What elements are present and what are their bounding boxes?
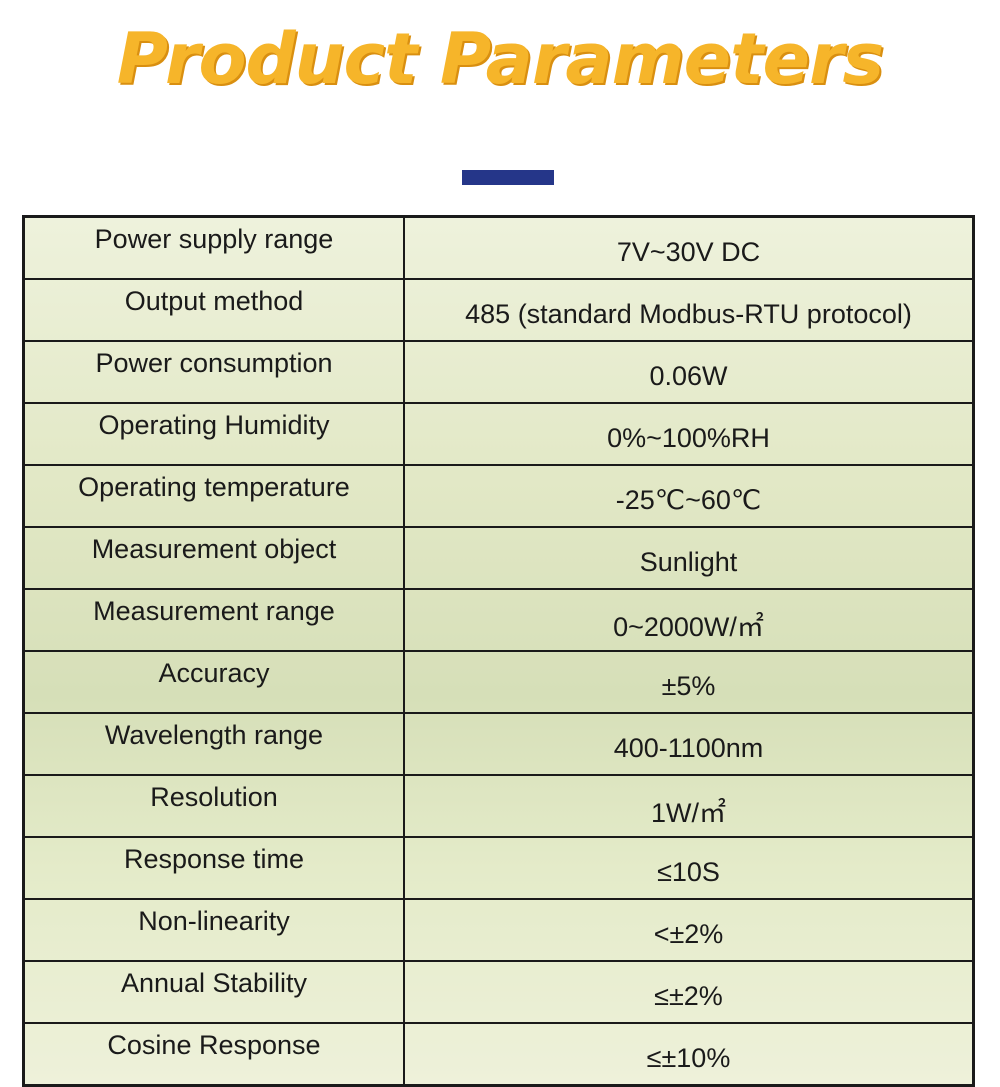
table-row: Accuracy ±5% — [22, 650, 975, 714]
parameter-value: Sunlight — [403, 526, 975, 590]
parameter-value: 485 (standard Modbus-RTU protocol) — [403, 278, 975, 342]
parameter-table: Power supply range 7V~30V DC Output method… — [22, 215, 975, 1087]
parameter-name: Operating Humidity — [22, 402, 405, 466]
parameter-value: 7V~30V DC — [403, 215, 975, 280]
parameter-name: Power consumption — [22, 340, 405, 404]
parameter-value: ≤10S — [403, 836, 975, 900]
parameter-name: Accuracy — [22, 650, 405, 714]
parameter-name: Output method — [22, 278, 405, 342]
table-row: Operating temperature -25℃~60℃ — [22, 464, 975, 528]
table-row: Measurement range 0~2000W/㎡ — [22, 588, 975, 652]
parameter-value: ≤±10% — [403, 1022, 975, 1087]
parameter-name: Power supply range — [22, 215, 405, 280]
table-row: Response time ≤10S — [22, 836, 975, 900]
parameter-value: 0%~100%RH — [403, 402, 975, 466]
table-row: Wavelength range 400-1100nm — [22, 712, 975, 776]
parameter-value: -25℃~60℃ — [403, 464, 975, 528]
table-row: Annual Stability ≤±2% — [22, 960, 975, 1024]
parameter-value: <±2% — [403, 898, 975, 962]
parameter-value: ±5% — [403, 650, 975, 714]
parameter-name: Operating temperature — [22, 464, 405, 528]
title-underline — [462, 170, 554, 185]
page-title: Product Parameters — [116, 18, 884, 100]
parameter-value: 1W/㎡ — [403, 774, 975, 838]
page: Product Parameters Power supply range 7V~… — [22, 18, 975, 1087]
parameter-name: Cosine Response — [22, 1022, 405, 1087]
table-row: Output method 485 (standard Modbus-RTU pr… — [22, 278, 975, 342]
table-row: Resolution 1W/㎡ — [22, 774, 975, 838]
parameter-name: Measurement range — [22, 588, 405, 652]
parameter-value: 0~2000W/㎡ — [403, 588, 975, 652]
parameter-name: Wavelength range — [22, 712, 405, 776]
parameter-name: Resolution — [22, 774, 405, 838]
parameter-value: 0.06W — [403, 340, 975, 404]
parameter-name: Response time — [22, 836, 405, 900]
table-row: Non-linearity <±2% — [22, 898, 975, 962]
parameter-name: Non-linearity — [22, 898, 405, 962]
parameter-name: Measurement object — [22, 526, 405, 590]
parameter-name: Annual Stability — [22, 960, 405, 1024]
parameter-value: 400-1100nm — [403, 712, 975, 776]
table-row: Operating Humidity 0%~100%RH — [22, 402, 975, 466]
table-row: Measurement object Sunlight — [22, 526, 975, 590]
parameter-value: ≤±2% — [403, 960, 975, 1024]
table-row: Power consumption 0.06W — [22, 340, 975, 404]
table-row: Power supply range 7V~30V DC — [22, 215, 975, 280]
table-row: Cosine Response ≤±10% — [22, 1022, 975, 1087]
